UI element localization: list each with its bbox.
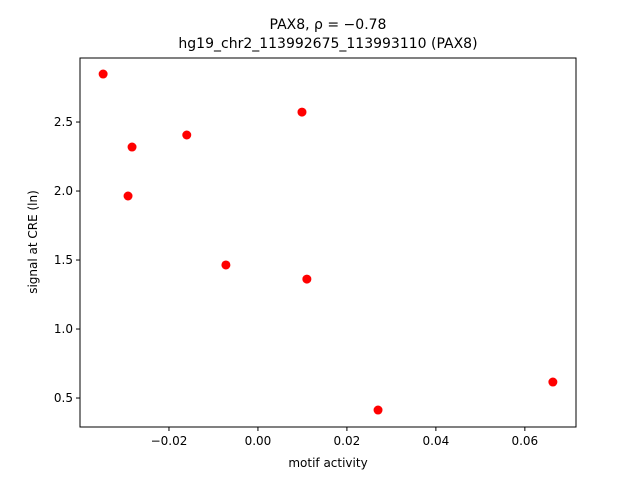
point <box>123 191 133 201</box>
point <box>373 405 383 415</box>
y-tick-label: 2.5 <box>54 115 73 129</box>
x-tick-label: −0.02 <box>151 434 188 448</box>
point <box>127 142 137 152</box>
y-axis-label: signal at CRE (ln) <box>26 190 40 294</box>
point <box>98 69 108 79</box>
x-axis-label: motif activity <box>288 456 367 470</box>
chart-title: PAX8, ρ = −0.78 <box>270 17 387 33</box>
point <box>297 107 307 117</box>
x-tick-label: 0.06 <box>511 434 538 448</box>
point <box>548 377 558 387</box>
x-tick-label: 0.00 <box>245 434 272 448</box>
chart-subtitle: hg19_chr2_113992675_113993110 (PAX8) <box>178 36 477 52</box>
x-tick-label: 0.02 <box>334 434 361 448</box>
point <box>302 274 312 284</box>
y-tick-label: 0.5 <box>54 391 73 405</box>
y-tick-label: 1.0 <box>54 322 73 336</box>
y-tick-label: 2.0 <box>54 184 73 198</box>
x-tick-label: 0.04 <box>423 434 450 448</box>
plot-frame <box>79 57 577 428</box>
y-tick-label: 1.5 <box>54 253 73 267</box>
point <box>182 130 192 140</box>
point <box>221 260 231 270</box>
